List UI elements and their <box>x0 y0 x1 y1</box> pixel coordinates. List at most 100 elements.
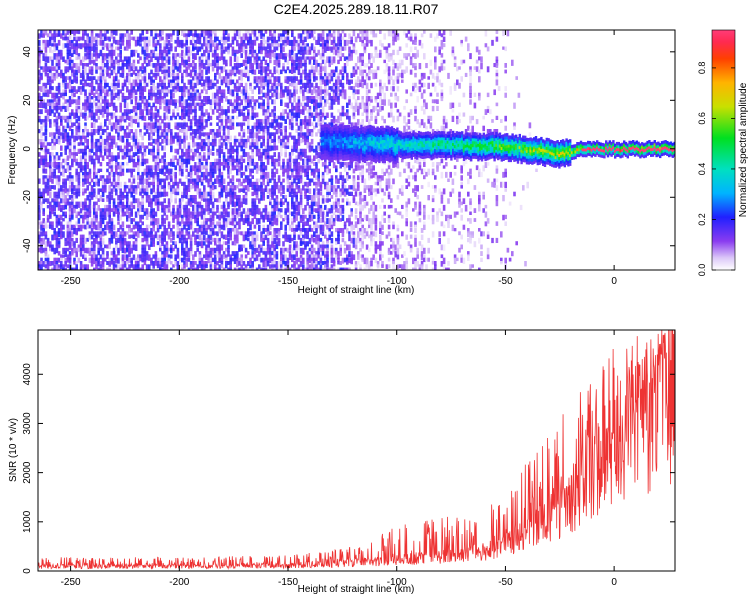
noise-cell <box>255 168 259 174</box>
noise-cell <box>108 36 111 42</box>
noise-cell <box>189 30 193 36</box>
noise-cell <box>194 211 197 217</box>
noise-cell <box>117 264 120 270</box>
noise-cell <box>214 99 217 106</box>
noise-cell <box>119 188 122 193</box>
noise-cell <box>108 188 111 193</box>
noise-cell <box>282 257 285 263</box>
noise-cell <box>49 142 52 146</box>
noise-cell <box>200 165 204 171</box>
noise-cell <box>172 79 175 84</box>
noise-cell <box>297 171 301 178</box>
noise-cell <box>293 218 296 223</box>
noise-cell <box>139 148 142 154</box>
noise-cell <box>93 122 96 129</box>
noise-cell <box>253 257 257 262</box>
noise-cell <box>275 69 279 74</box>
noise-cell <box>183 181 186 186</box>
noise-cell <box>82 254 85 259</box>
noise-cell <box>209 33 213 39</box>
noise-cell <box>295 204 298 211</box>
noise-cell <box>297 204 301 212</box>
noise-cell <box>205 158 208 164</box>
noise-cell <box>214 135 217 142</box>
noise-cell <box>275 181 279 187</box>
noise-cell <box>68 178 72 185</box>
noise-cell <box>238 112 241 117</box>
noise-cell <box>282 241 285 247</box>
noise-cell <box>51 208 54 215</box>
noise-cell <box>112 188 116 192</box>
noise-cell <box>117 247 120 254</box>
noise-cell <box>75 89 78 94</box>
noise-cell <box>161 129 164 134</box>
noise-cell <box>53 204 56 212</box>
noise-cell <box>101 191 105 198</box>
noise-cell <box>44 181 48 188</box>
noise-cell <box>141 175 144 181</box>
noise-cell <box>82 112 85 119</box>
noise-cell <box>183 191 186 199</box>
noise-cell <box>128 168 131 173</box>
noise-cell <box>150 125 153 130</box>
noise-cell <box>134 39 138 47</box>
noise-cell <box>255 195 259 201</box>
noise-cell <box>55 175 59 180</box>
noise-cell <box>46 241 50 247</box>
noise-cell <box>231 228 235 232</box>
noise-cell <box>172 138 175 144</box>
noise-cell <box>214 267 217 270</box>
noise-cell <box>119 267 122 270</box>
noise-cell <box>51 33 54 37</box>
noise-cell <box>38 102 41 108</box>
noise-cell <box>161 178 164 183</box>
noise-cell <box>128 251 131 258</box>
noise-cell <box>66 76 70 80</box>
noise-cell <box>222 218 226 223</box>
noise-cell <box>68 188 72 192</box>
noise-cell <box>273 162 276 166</box>
noise-cell <box>38 109 41 115</box>
noise-cell <box>194 53 197 60</box>
noise-cell <box>176 138 180 144</box>
noise-cell <box>145 224 149 228</box>
noise-cell <box>249 244 252 250</box>
noise-cell <box>106 244 109 249</box>
noise-cell <box>271 33 274 39</box>
noise-cell <box>192 63 195 69</box>
noise-cell <box>291 237 294 242</box>
noise-cell <box>192 185 195 189</box>
noise-cell <box>194 165 197 169</box>
noise-cell <box>42 56 45 61</box>
noise-cell <box>130 261 133 266</box>
noise-cell <box>216 92 219 98</box>
noise-cell <box>280 165 283 171</box>
noise-cell <box>97 76 100 82</box>
noise-cell <box>121 247 125 254</box>
noise-cell <box>227 181 230 186</box>
noise-cell <box>236 208 239 215</box>
noise-cell <box>79 247 83 252</box>
noise-cell <box>260 46 263 52</box>
noise-cell <box>60 171 63 176</box>
noise-cell <box>203 132 206 137</box>
noise-cell <box>71 72 74 77</box>
noise-cell <box>209 99 213 106</box>
noise-cell <box>53 53 56 60</box>
noise-cell <box>244 89 248 96</box>
noise-cell <box>163 138 166 144</box>
noise-cell <box>244 59 248 65</box>
noise-cell <box>134 89 138 96</box>
noise-cell <box>88 198 92 202</box>
noise-cell <box>123 56 127 62</box>
noise-cell <box>75 63 78 69</box>
noise-cell <box>233 86 237 92</box>
noise-cell <box>227 244 230 250</box>
noise-cell <box>280 129 283 135</box>
noise-cell <box>126 138 129 146</box>
noise-cell <box>236 56 239 63</box>
noise-cell <box>251 244 254 251</box>
noise-cell <box>84 211 87 217</box>
noise-cell <box>95 234 98 239</box>
noise-cell <box>282 138 285 143</box>
